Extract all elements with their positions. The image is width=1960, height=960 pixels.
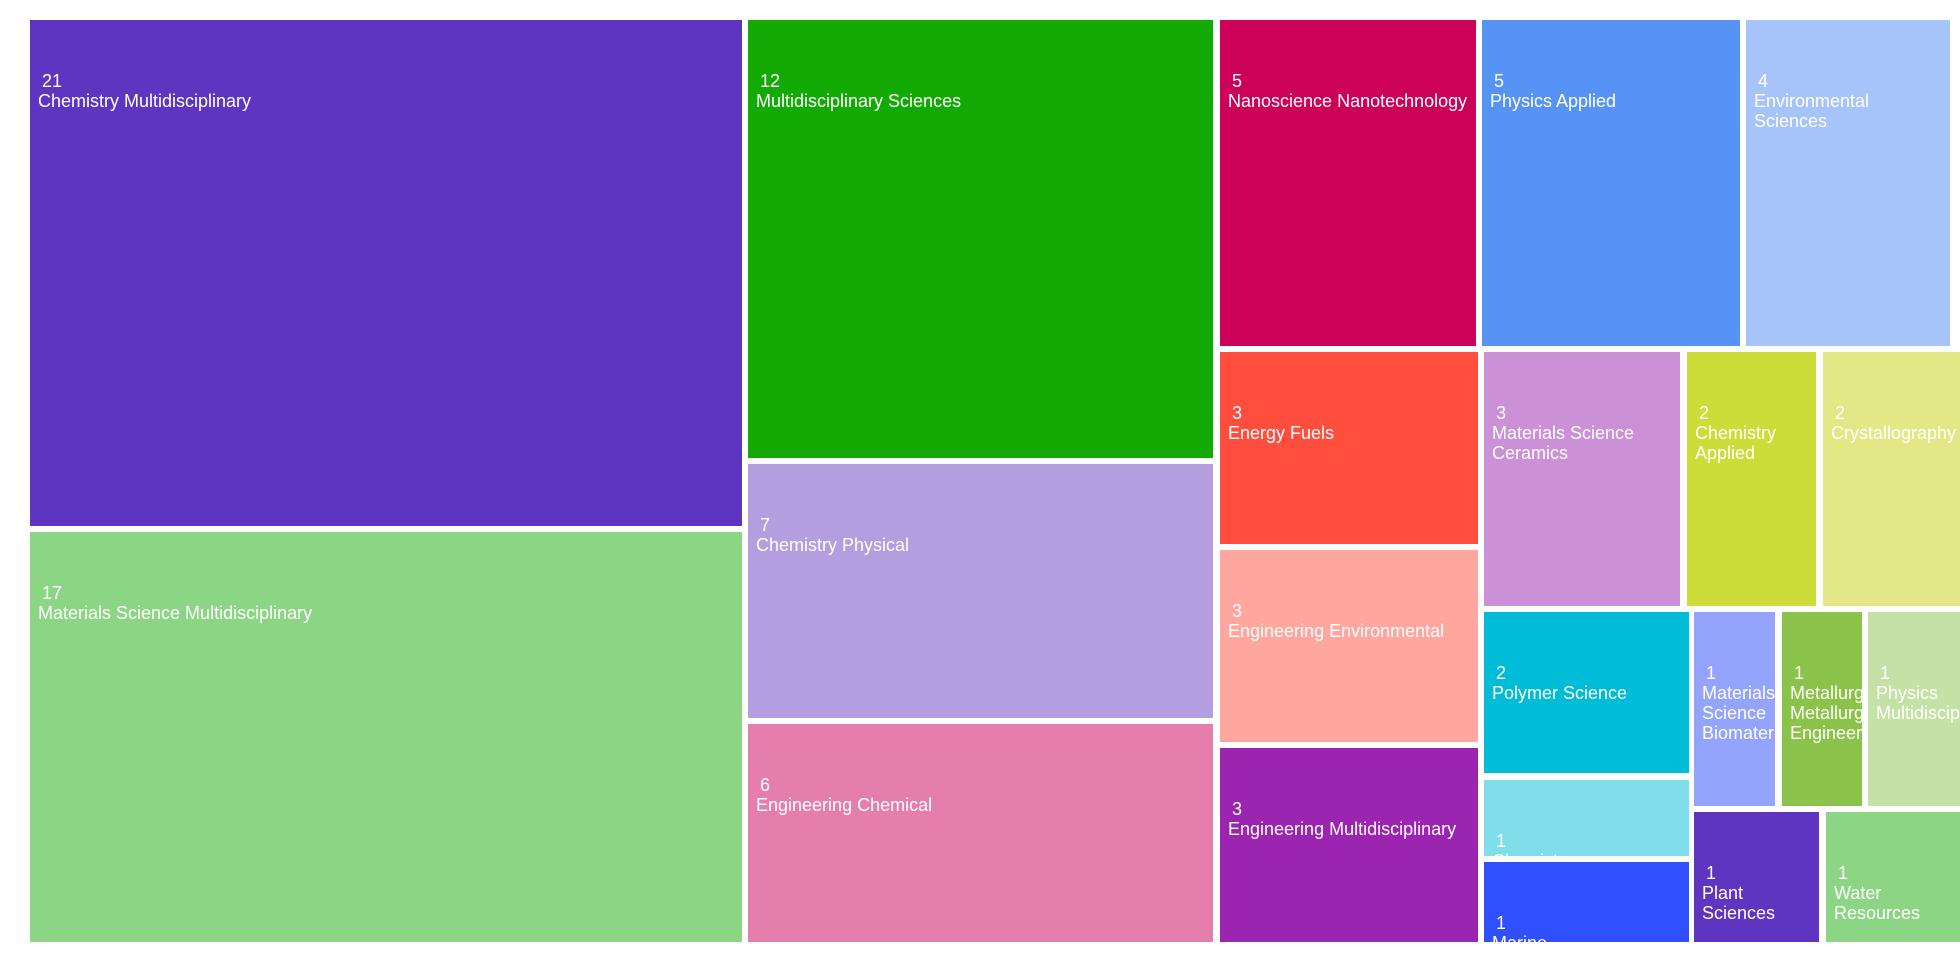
treemap-tile: 3 Materials Science Ceramics — [1484, 352, 1680, 606]
tile-value: 1 — [1496, 913, 1507, 933]
treemap-tile: 3 Engineering Environmental — [1220, 550, 1478, 742]
tile-label: Nanoscience Nanotechnology — [1228, 91, 1468, 111]
treemap-tile: 4 Environmental Sciences — [1746, 20, 1950, 346]
tile-label: Chemistry Physical — [756, 535, 910, 555]
tile-value: 2 — [1496, 663, 1507, 683]
treemap-tile: 7 Chemistry Physical — [748, 464, 1213, 718]
tile-label: Chemistry — [1492, 851, 1685, 856]
treemap-tile: 1Metallurgy Metallurgical Engineering — [1782, 612, 1862, 806]
tile-label: Metallurgy Metallurgical Engineering — [1790, 683, 1862, 743]
treemap-tile: 21 Chemistry Multidisciplinary — [30, 20, 742, 526]
tile-value: 7 — [760, 515, 771, 535]
tile-label: Crystallography — [1831, 423, 1957, 443]
treemap-tile: 1 Water Resources — [1826, 812, 1960, 942]
tile-value: 1 — [1706, 863, 1717, 883]
tile-label: Chemistry Applied — [1695, 423, 1777, 463]
tile-value: 17 — [42, 583, 63, 603]
tile-label: Physics Applied — [1490, 91, 1617, 111]
treemap-tile: 6 Engineering Chemical — [748, 724, 1213, 942]
treemap-tile: 17 Materials Science Multidisciplinary — [30, 532, 742, 942]
tile-value: 3 — [1232, 403, 1243, 423]
treemap-tile: 5 Physics Applied — [1482, 20, 1740, 346]
tile-value: 3 — [1232, 799, 1243, 819]
tile-label: Engineering Chemical — [756, 795, 933, 815]
treemap-tile: 5 Nanoscience Nanotechnology — [1220, 20, 1476, 346]
tile-value: 5 — [1494, 71, 1505, 91]
treemap-tile: 2 Crystallography — [1823, 352, 1960, 606]
treemap-tile: 1Marine — [1484, 862, 1689, 942]
tile-label: Polymer Science — [1492, 683, 1628, 703]
treemap-tile: 2 Chemistry Applied — [1687, 352, 1816, 606]
tile-label: Plant Sciences — [1702, 883, 1776, 923]
tile-value: 21 — [42, 71, 63, 91]
treemap-tile: 2 Polymer Science — [1484, 612, 1689, 773]
tile-label: Physics Multidisciplinary — [1876, 683, 1960, 723]
treemap-tile: 3 Engineering Multidisciplinary — [1220, 748, 1478, 942]
tile-label: Energy Fuels — [1228, 423, 1335, 443]
tile-label: Materials Science Biomaterials — [1702, 683, 1775, 743]
tile-value: 1 — [1880, 663, 1891, 683]
tile-label: Water Resources — [1834, 883, 1921, 923]
treemap-tile: 12 Multidisciplinary Sciences — [748, 20, 1213, 458]
tile-value: 1 — [1706, 663, 1717, 683]
tile-value: 3 — [1496, 403, 1507, 423]
tile-value: 2 — [1835, 403, 1846, 423]
tile-label: Engineering Environmental — [1228, 621, 1445, 641]
tile-value: 1 — [1496, 831, 1507, 851]
treemap-tile: 1 Plant Sciences — [1694, 812, 1819, 942]
tile-value: 1 — [1838, 863, 1849, 883]
tile-label: Chemistry Multidisciplinary — [38, 91, 252, 111]
tile-label: Materials Science Ceramics — [1492, 423, 1635, 463]
tile-value: 5 — [1232, 71, 1243, 91]
tile-value: 2 — [1699, 403, 1710, 423]
tile-label: Engineering Multidisciplinary — [1228, 819, 1457, 839]
tile-value: 3 — [1232, 601, 1243, 621]
tile-label: Multidisciplinary Sciences — [756, 91, 962, 111]
tile-label: Marine — [1492, 933, 1685, 942]
tile-value: 6 — [760, 775, 771, 795]
treemap-tile: 3 Energy Fuels — [1220, 352, 1478, 544]
tile-value: 12 — [760, 71, 781, 91]
tile-label: Materials Science Multidisciplinary — [38, 603, 313, 623]
tile-label: Environmental Sciences — [1754, 91, 1870, 131]
tile-value: 1 — [1794, 663, 1805, 683]
tile-value: 4 — [1758, 71, 1769, 91]
